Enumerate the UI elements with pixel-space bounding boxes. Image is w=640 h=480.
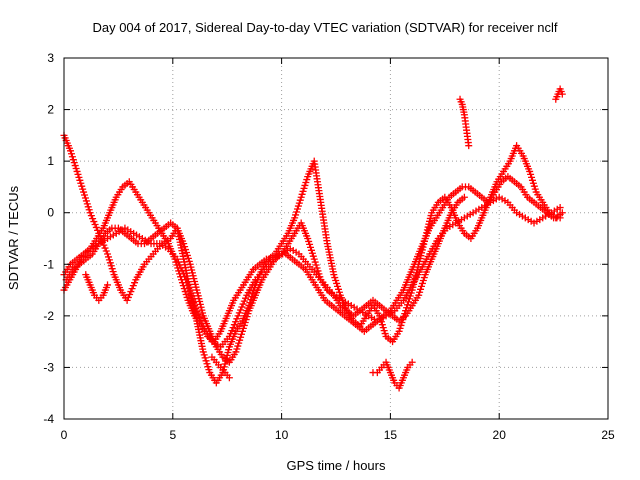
x-tick-label: 5 [169,428,176,442]
data-point [460,193,468,201]
y-tick-label: -1 [43,257,54,271]
y-tick-label: -4 [43,412,54,426]
x-tick-label: 15 [384,428,398,442]
data-point [556,214,564,222]
y-tick-label: 1 [47,154,54,168]
series-track-5 [208,353,233,382]
data-marks [60,85,566,392]
y-axis-label: SDTVAR / TECUs [6,185,21,290]
x-axis-label: GPS time / hours [287,458,386,473]
x-tick-label: 20 [493,428,507,442]
data-point [104,281,112,289]
series-track-4 [62,193,468,366]
data-point [408,358,416,366]
x-tick-label: 10 [275,428,289,442]
series-track-6 [369,358,416,392]
y-tick-label: -3 [43,360,54,374]
data-point [465,142,473,150]
series-track-1 [60,131,566,387]
x-tick-label: 25 [601,428,615,442]
y-tick-label: 3 [47,51,54,65]
data-point [558,209,566,217]
plot-frame [63,57,609,420]
x-tick-label: 0 [61,428,68,442]
series-track-7 [552,85,566,103]
axis-ticks: 0 5 10 15 20 25 -4 -3 -2 -1 0 1 2 3 [43,51,615,442]
data-point [225,374,233,382]
chart-title: Day 004 of 2017, Sidereal Day-to-day VTE… [92,20,557,35]
series-track-8 [456,95,473,150]
y-tick-label: 0 [47,206,54,220]
data-point [558,90,566,98]
y-tick-label: -2 [43,309,54,323]
data-point [556,204,564,212]
grid [64,58,608,419]
y-tick-label: 2 [47,103,54,117]
series-track-9 [82,271,112,304]
series-track-3 [60,193,564,351]
